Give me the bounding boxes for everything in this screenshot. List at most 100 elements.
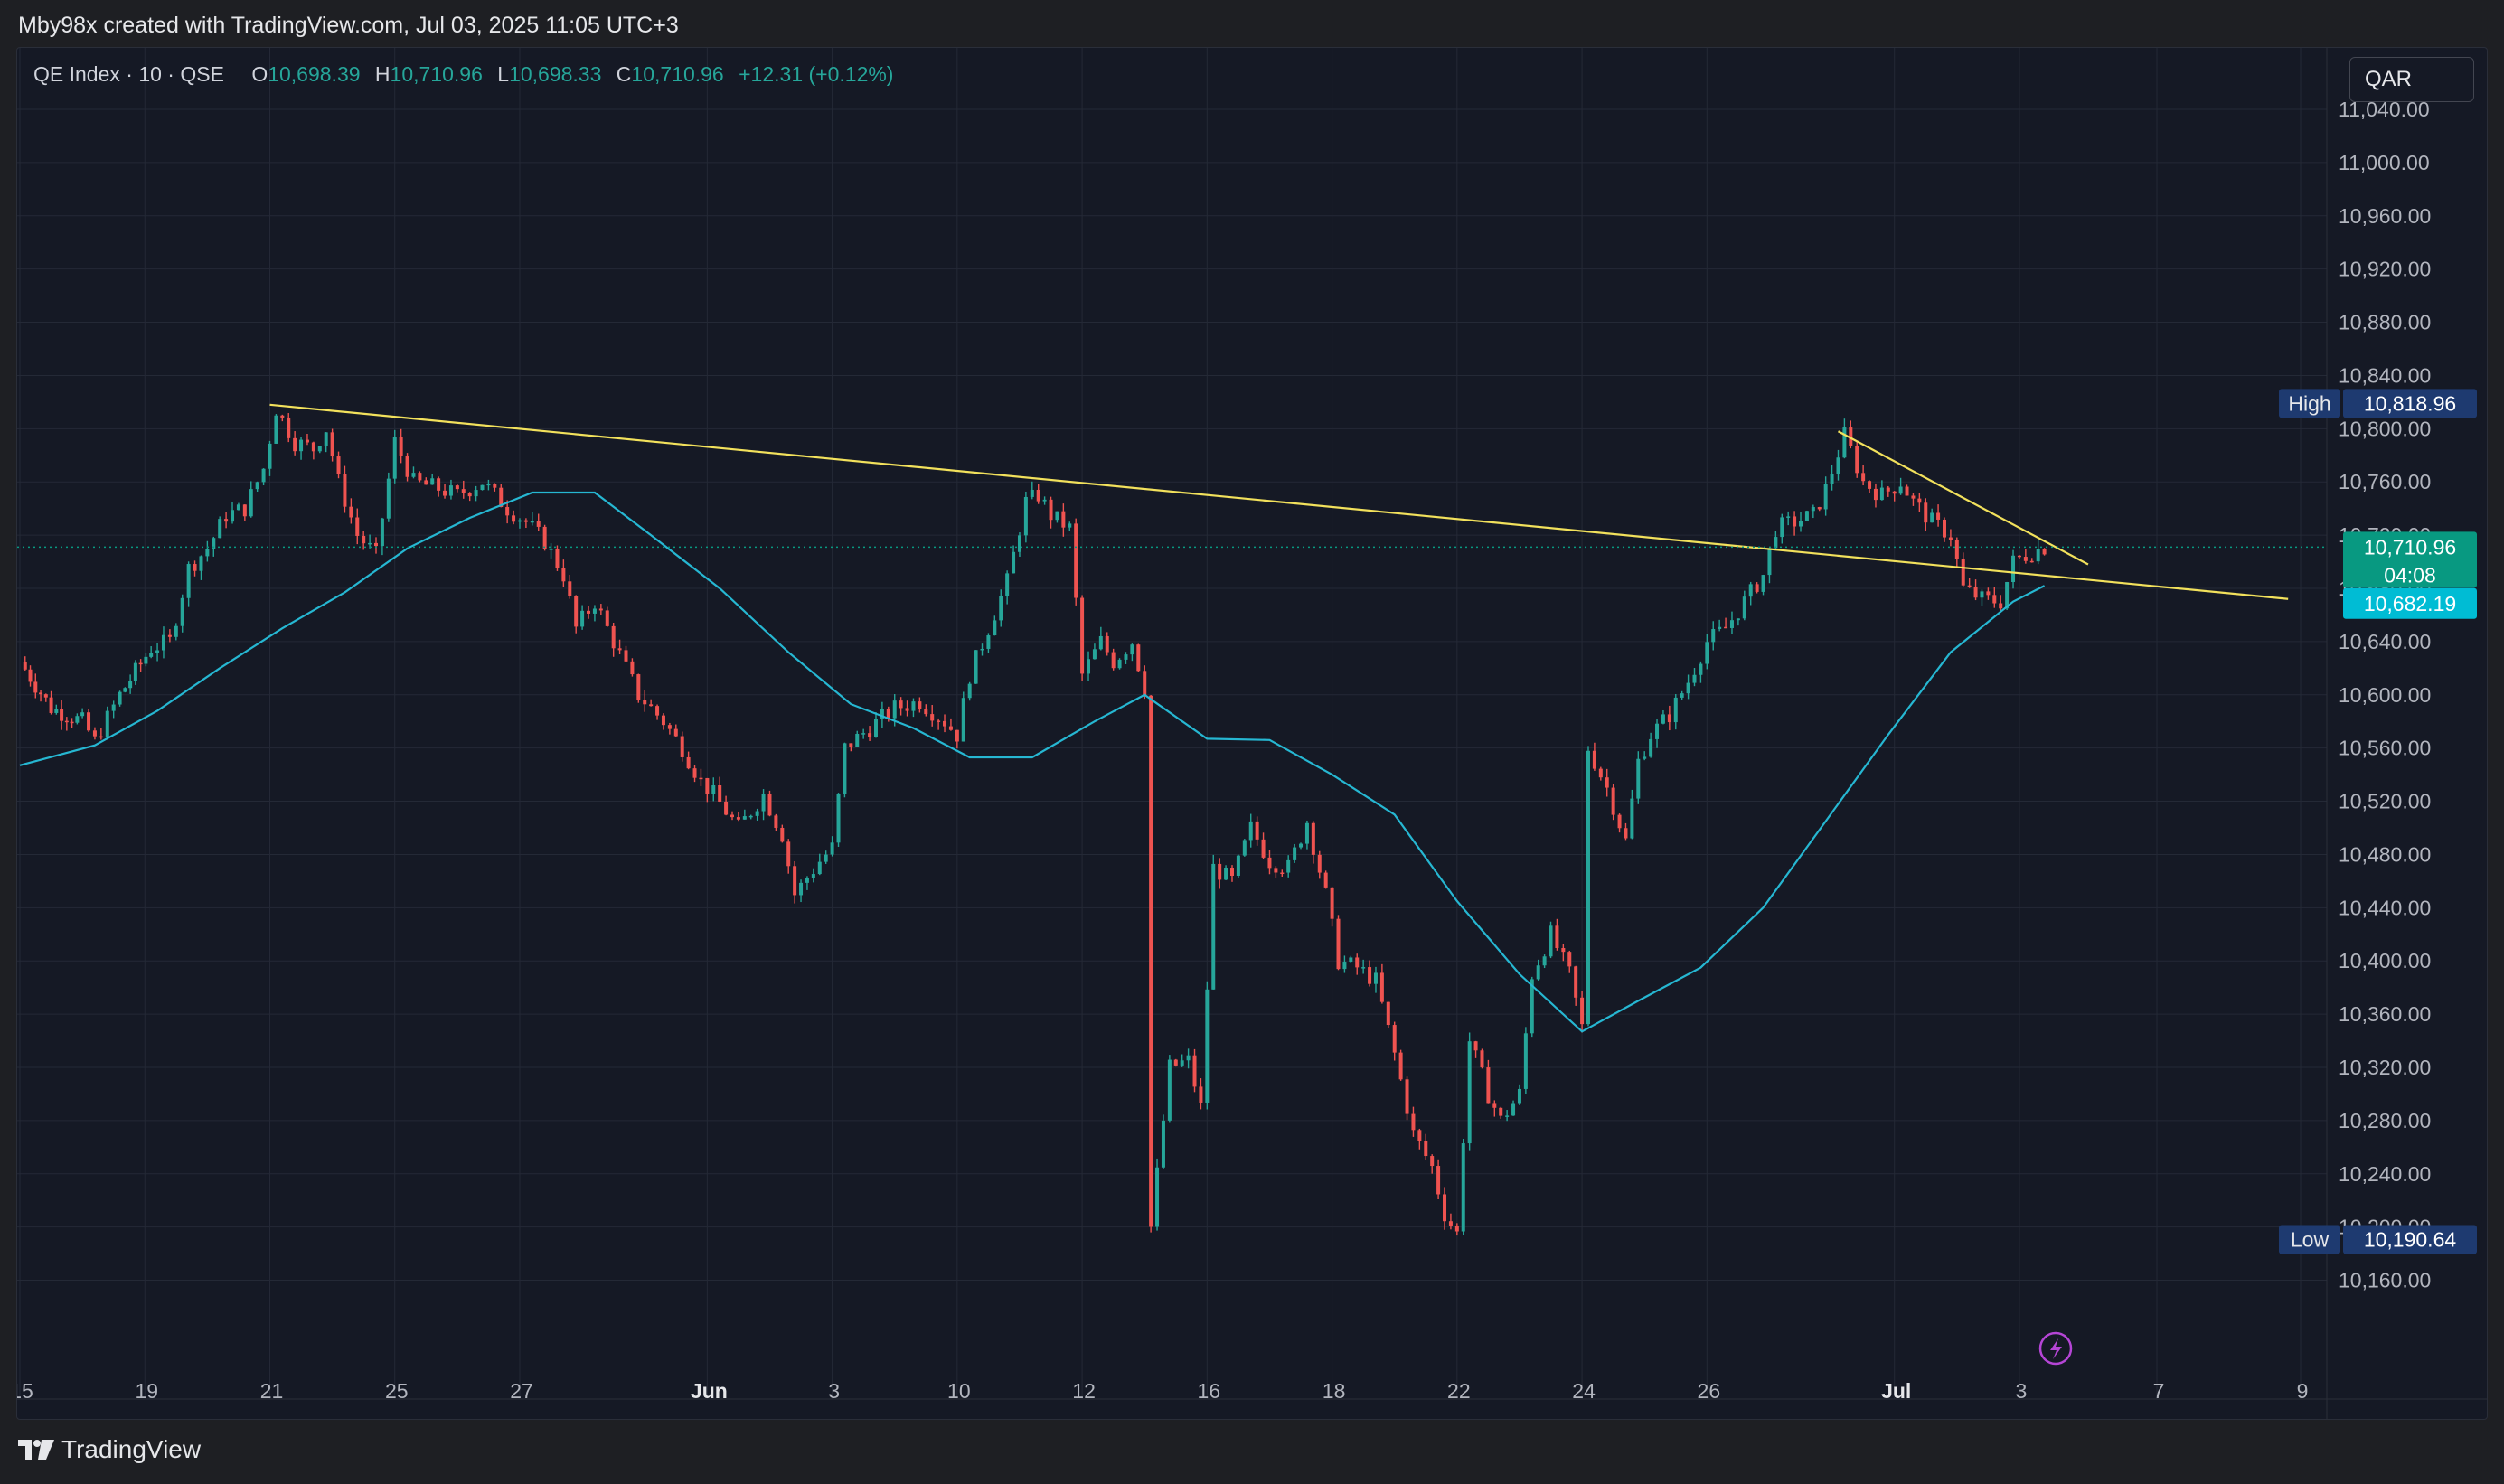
- candle-body: [1774, 537, 1778, 549]
- candle-body: [1542, 956, 1547, 966]
- price-chart[interactable]: 10,160.0010,200.0010,240.0010,280.0010,3…: [17, 48, 2487, 1419]
- candle-body: [1105, 635, 1109, 653]
- candle-body: [2011, 555, 2016, 583]
- candle-body: [1087, 659, 1091, 674]
- change-value: +12.31 (+0.12%): [739, 62, 894, 86]
- candle-body: [1574, 966, 1578, 998]
- candle-body: [1699, 663, 1703, 675]
- candle-body: [686, 756, 691, 769]
- candle-body: [1868, 481, 1872, 489]
- candle-body: [1705, 642, 1709, 664]
- moving-average-line[interactable]: [19, 491, 2046, 1033]
- candle-body: [1361, 967, 1366, 969]
- price-tick-label: 10,520.00: [2339, 790, 2431, 813]
- candle-body: [1293, 847, 1297, 860]
- candle-body: [118, 691, 122, 705]
- candle-body: [1873, 488, 1878, 501]
- candle-body: [231, 510, 235, 522]
- time-tick-label: Jun: [691, 1379, 728, 1403]
- candle-body: [836, 794, 841, 843]
- candle-body: [430, 478, 435, 485]
- trendline[interactable]: [269, 403, 2289, 600]
- candle-body: [1017, 535, 1021, 552]
- candle-body: [711, 784, 716, 794]
- candle-body: [1392, 1025, 1397, 1053]
- time-tick-label: 15: [17, 1379, 33, 1403]
- candle-body: [568, 581, 572, 596]
- tradingview-brand[interactable]: TradingView: [18, 1435, 201, 1464]
- candle-body: [611, 625, 616, 649]
- candle-body: [1261, 839, 1266, 858]
- candle-body: [144, 656, 148, 664]
- time-tick-label: 3: [2016, 1379, 2028, 1403]
- last-price-tag: [2343, 531, 2477, 588]
- candle-body: [542, 526, 547, 550]
- candle-body: [624, 650, 628, 662]
- candle-body: [555, 549, 560, 568]
- candle-body: [1467, 1041, 1472, 1144]
- candle-body: [1505, 1115, 1510, 1117]
- symbol-label[interactable]: QE Index · 10 · QSE: [33, 62, 224, 86]
- candle-body: [1917, 498, 1922, 503]
- price-tick-label: 10,320.00: [2339, 1056, 2431, 1079]
- candle-body: [986, 635, 991, 649]
- candle-body: [149, 653, 154, 657]
- candle-body: [1986, 591, 1991, 596]
- candle-body: [1680, 693, 1684, 698]
- price-tick-label: 10,360.00: [2339, 1002, 2431, 1026]
- candle-body: [680, 736, 684, 757]
- candle-body: [1411, 1113, 1416, 1131]
- currency-button[interactable]: QAR: [2349, 57, 2474, 102]
- candle-body: [1098, 635, 1103, 650]
- candle-body: [1661, 714, 1665, 724]
- price-tick-label: 10,640.00: [2339, 630, 2431, 653]
- candle-body: [1999, 603, 2003, 609]
- candle-body: [1386, 1001, 1390, 1026]
- lightning-icon[interactable]: [2038, 1331, 2073, 1366]
- candle-body: [1161, 1120, 1165, 1168]
- chart-panel[interactable]: 10,160.0010,200.0010,240.0010,280.0010,3…: [16, 47, 2488, 1420]
- candle-body: [49, 697, 53, 713]
- candle-body: [2042, 549, 2047, 555]
- price-tick-label: 10,480.00: [2339, 842, 2431, 866]
- low-label: Low: [2291, 1227, 2330, 1251]
- time-tick-label: 21: [260, 1379, 284, 1403]
- candle-body: [1905, 486, 1909, 496]
- candle-body: [730, 814, 735, 818]
- candle-body: [868, 733, 872, 737]
- candle-body: [33, 681, 38, 693]
- candle-body: [1180, 1060, 1184, 1066]
- candle-body: [242, 504, 247, 517]
- candle-body: [880, 709, 884, 719]
- candle-body: [1967, 585, 1972, 587]
- candle-body: [424, 480, 428, 485]
- candle-body: [855, 733, 860, 747]
- time-tick-label: 22: [1447, 1379, 1471, 1403]
- candle-body: [512, 515, 516, 522]
- candle-body: [948, 726, 953, 730]
- candle-body: [70, 721, 74, 724]
- candle-body: [155, 650, 160, 653]
- candle-body: [1692, 674, 1697, 683]
- candle-body: [186, 564, 191, 598]
- candle-body: [1729, 620, 1734, 628]
- candle-body: [1886, 487, 1890, 492]
- candle-body: [1523, 1033, 1528, 1089]
- candle-body: [418, 473, 422, 481]
- candle-body: [1436, 1166, 1441, 1195]
- candle-body: [236, 504, 240, 511]
- candle-body: [636, 674, 641, 700]
- candle-body: [692, 768, 697, 778]
- candle-body: [1186, 1055, 1191, 1061]
- candle-body: [1448, 1221, 1453, 1226]
- candle-body: [293, 437, 297, 452]
- trendline[interactable]: [1837, 430, 2089, 566]
- candle-body: [493, 484, 497, 488]
- candle-body: [1492, 1103, 1497, 1108]
- candle-body: [673, 728, 678, 737]
- candle-body: [1311, 822, 1315, 855]
- candle-body: [1323, 872, 1328, 888]
- candle-body: [1936, 512, 1941, 520]
- candle-body: [1454, 1225, 1459, 1232]
- candle-body: [1480, 1050, 1484, 1068]
